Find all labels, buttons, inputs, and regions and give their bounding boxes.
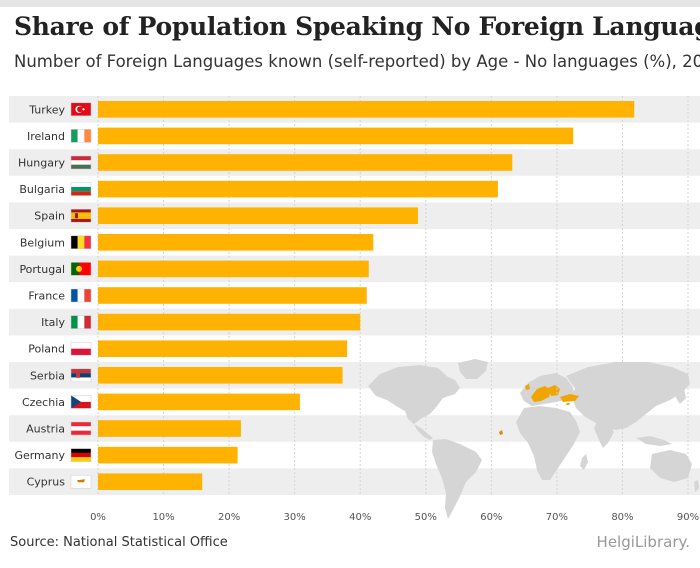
hungary-flag-icon xyxy=(70,155,92,170)
spain-flag-icon xyxy=(70,208,92,223)
map-highlight-ireland xyxy=(525,384,530,390)
germany-flag-icon xyxy=(70,448,92,462)
bar-portugal xyxy=(98,260,369,278)
map-marker xyxy=(499,430,503,435)
chart-title: Share of Population Speaking No Foreign … xyxy=(14,12,700,41)
bars xyxy=(98,101,635,490)
category-label: Bulgaria xyxy=(19,183,65,196)
austria-flag-icon xyxy=(70,421,92,436)
map-new-zealand xyxy=(694,480,699,492)
map-central-america xyxy=(414,424,433,440)
brand-text: HelgiLibrary. xyxy=(596,533,690,551)
x-tick-label: 90% xyxy=(677,512,699,523)
flag-icons xyxy=(70,102,92,489)
category-label: Czechia xyxy=(22,396,65,409)
category-label: Poland xyxy=(28,343,65,356)
chart-subtitle: Number of Foreign Languages known (self-… xyxy=(14,52,700,71)
ireland-flag-icon xyxy=(70,129,92,143)
map-australia xyxy=(650,450,692,482)
x-tick-label: 50% xyxy=(415,512,437,523)
turkey-flag-icon xyxy=(70,102,92,117)
bar-bulgaria xyxy=(98,180,498,198)
map-south-america xyxy=(432,439,482,519)
x-tick-label: 60% xyxy=(480,512,502,523)
category-label: France xyxy=(28,290,65,303)
world-map xyxy=(368,359,699,519)
map-madagascar xyxy=(580,454,588,470)
bar-hungary xyxy=(98,154,513,171)
category-label: Portugal xyxy=(19,263,65,276)
map-highlight-west-europe xyxy=(531,386,551,402)
bar-cyprus xyxy=(98,473,203,490)
map-greenland xyxy=(458,359,488,379)
top-rule xyxy=(0,0,700,7)
x-tick-label: 40% xyxy=(349,512,371,523)
belgium-flag-icon xyxy=(70,235,92,250)
bar-czechia xyxy=(98,393,300,411)
category-label: Italy xyxy=(41,316,65,329)
bar-serbia xyxy=(98,367,343,384)
source-note: Source: National Statistical Office xyxy=(10,535,228,550)
x-tick-label: 80% xyxy=(611,512,633,523)
map-india xyxy=(594,420,614,448)
portugal-flag-icon xyxy=(70,262,92,276)
x-tick-label: 0% xyxy=(90,512,106,523)
serbia-flag-icon xyxy=(70,368,92,383)
x-tick-label: 30% xyxy=(284,512,306,523)
x-axis-ticks: 0% 10% 20% 30% 40% 50% 60% 70% 80% 90% xyxy=(90,512,699,523)
cyprus-flag-icon xyxy=(70,474,92,489)
bar-poland xyxy=(98,340,348,357)
bar-italy xyxy=(98,313,361,331)
category-label: Belgium xyxy=(20,236,65,249)
map-africa xyxy=(516,406,580,480)
category-label: Turkey xyxy=(28,103,65,116)
x-tick-label: 10% xyxy=(152,512,174,523)
poland-flag-icon xyxy=(70,341,92,356)
france-flag-icon xyxy=(70,288,92,303)
bar-turkey xyxy=(98,101,635,118)
category-label: Ireland xyxy=(27,130,65,143)
category-label: Germany xyxy=(14,449,65,462)
bulgaria-flag-icon xyxy=(70,182,92,196)
bar-spain xyxy=(98,207,418,224)
x-tick-label: 20% xyxy=(218,512,240,523)
map-highlight-cyprus xyxy=(566,403,570,405)
bar-belgium xyxy=(98,234,374,251)
map-north-america xyxy=(368,365,460,424)
map-highlight-turkey xyxy=(560,394,579,402)
bar-germany xyxy=(98,446,238,464)
x-tick-label: 70% xyxy=(546,512,568,523)
category-labels: Turkey Ireland Hungary Bulgaria Spain Belgium… xyxy=(14,103,65,488)
brand-logo: HelgiLibrary. xyxy=(597,533,690,551)
czechia-flag-icon xyxy=(70,395,92,409)
category-label: Austria xyxy=(26,423,65,436)
bar-ireland xyxy=(98,127,574,145)
bar-chart: Turkey Ireland Hungary Bulgaria Spain Belgium… xyxy=(9,96,700,523)
category-label: Serbia xyxy=(30,369,65,382)
category-label: Spain xyxy=(34,210,65,223)
italy-flag-icon xyxy=(70,315,92,329)
bar-france xyxy=(98,287,367,304)
map-indonesia xyxy=(636,436,672,446)
map-asia xyxy=(566,362,690,430)
bar-austria xyxy=(98,420,241,437)
category-label: Hungary xyxy=(18,157,65,170)
category-label: Cyprus xyxy=(27,476,66,489)
map-japan xyxy=(676,388,686,404)
